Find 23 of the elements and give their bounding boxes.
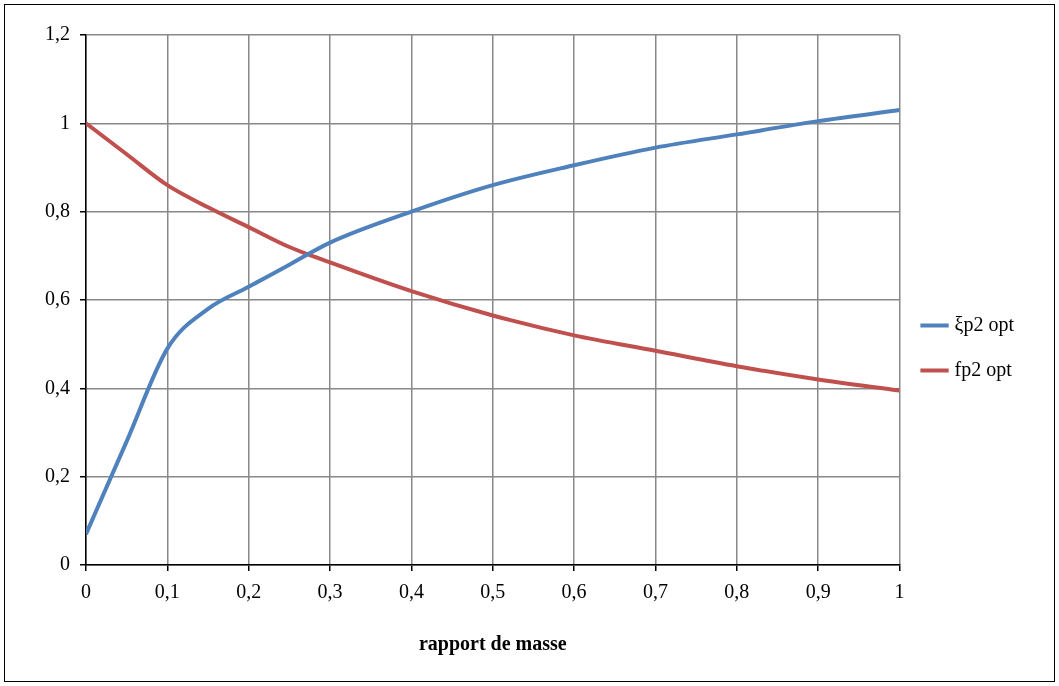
y-tick-label: 1 [60, 110, 70, 133]
y-tick-label: 0,2 [45, 463, 70, 486]
x-tick-label: 0,3 [317, 580, 343, 603]
legend-label: ξp2 opt [954, 312, 1015, 336]
x-tick-label: 0,6 [561, 580, 587, 603]
y-tick-label: 0 [60, 552, 70, 575]
x-tick-label: 1 [894, 580, 905, 603]
x-tick-label: 0,7 [642, 580, 668, 603]
y-tick-label: 0,6 [45, 287, 70, 310]
x-tick-label: 0,5 [480, 580, 506, 603]
x-axis-title: rapport de masse [418, 632, 567, 656]
y-tick-label: 0,4 [45, 375, 70, 398]
x-tick-label: 0,4 [398, 580, 424, 603]
y-tick-label: 1,2 [45, 22, 70, 45]
line-series [86, 108, 900, 537]
line-series [86, 121, 900, 393]
legend-label: fp2 opt [954, 357, 1013, 381]
x-tick-label: 0,1 [154, 580, 180, 603]
x-tick-label: 0,8 [724, 580, 750, 603]
y-tick-label: 0,8 [45, 198, 70, 221]
x-tick-label: 0,2 [236, 580, 262, 603]
x-tick-label: 0 [81, 580, 91, 603]
x-tick-label: 0,9 [805, 580, 831, 603]
